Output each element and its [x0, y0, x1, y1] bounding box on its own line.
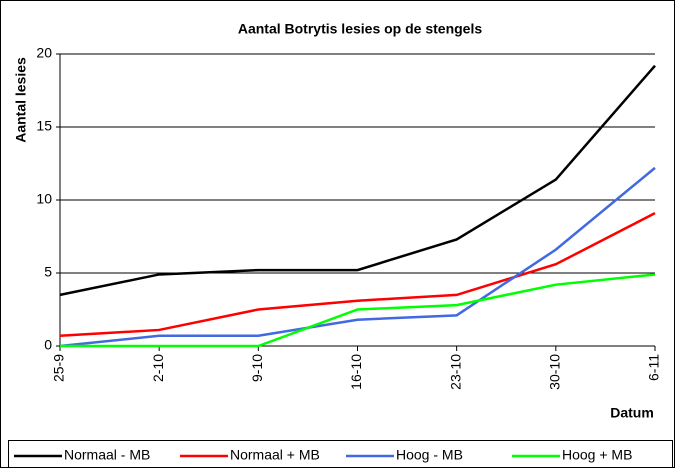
x-tick-label: 9-10	[249, 354, 265, 382]
y-axis-label: Aantal lesies	[13, 57, 29, 143]
legend-box	[8, 440, 673, 468]
chart-title: Aantal Botrytis lesies op de stengels	[238, 21, 483, 37]
x-tick-label: 2-10	[150, 354, 166, 382]
legend-label: Hoog - MB	[396, 447, 463, 463]
legend-label: Hoog + MB	[562, 447, 632, 463]
y-tick-label: 15	[36, 118, 52, 134]
x-tick-label: 23-10	[447, 354, 463, 390]
x-tick-label: 6-11	[646, 354, 662, 381]
legend-label: Normaal + MB	[230, 447, 320, 463]
x-axis-label: Datum	[610, 405, 654, 421]
legend-label: Normaal - MB	[64, 447, 150, 463]
series-line	[59, 212, 656, 338]
x-tick-label: 30-10	[547, 354, 563, 390]
series-line	[60, 273, 656, 348]
y-tick-label: 0	[44, 337, 52, 353]
y-tick-label: 20	[36, 45, 52, 61]
y-tick-label: 5	[44, 264, 52, 280]
y-tick-label: 10	[36, 191, 52, 207]
x-tick-label: 25-9	[51, 354, 67, 382]
series-line	[59, 166, 656, 348]
x-tick-label: 16-10	[348, 354, 364, 390]
series-line	[59, 64, 656, 297]
